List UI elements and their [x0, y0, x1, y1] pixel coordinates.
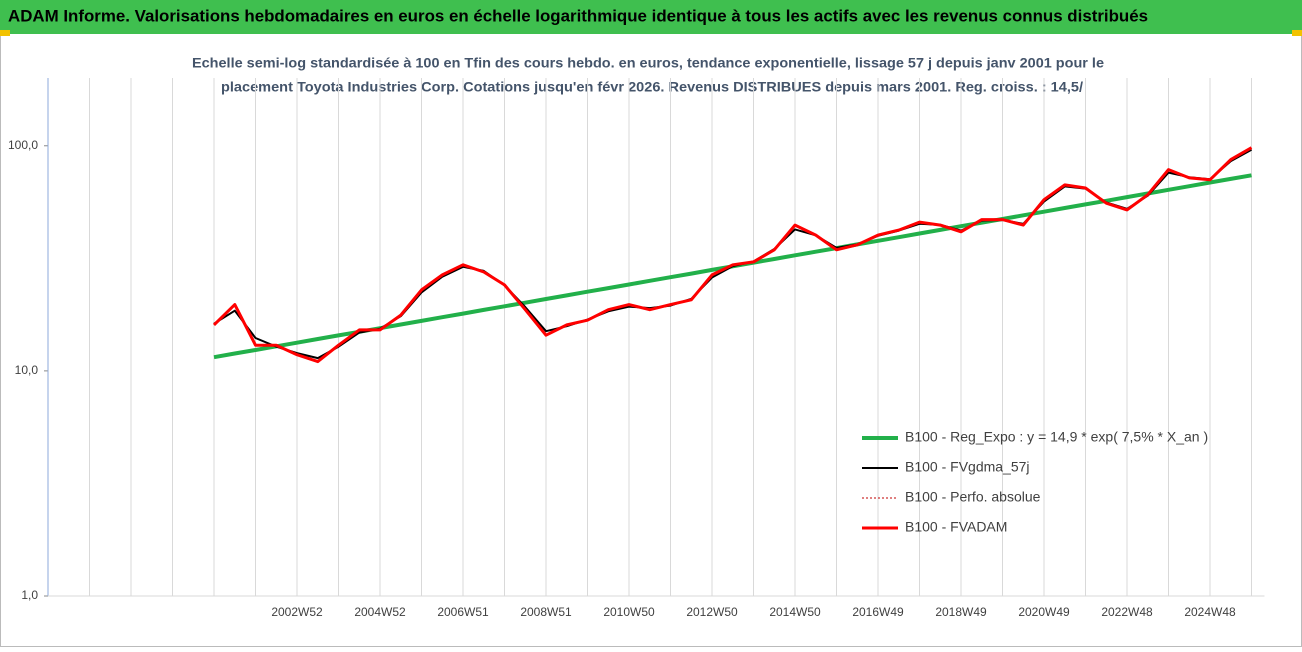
x-tick-label: 2012W50 — [686, 605, 738, 619]
legend-label: B100 - Perfo. absolue — [905, 489, 1041, 505]
chart-subtitle: Echelle semi-log standardisée à 100 en T… — [192, 55, 1104, 71]
x-tick-label: 2018W49 — [935, 605, 987, 619]
legend-label: B100 - Reg_Expo : y = 14,9 * exp( 7,5% *… — [905, 429, 1208, 445]
corner-mark — [1292, 30, 1302, 36]
corner-mark — [0, 30, 10, 36]
series-line — [212, 146, 1253, 364]
x-tick-label: 2006W51 — [437, 605, 489, 619]
y-tick-label: 10,0 — [15, 363, 39, 377]
y-tick-label: 100,0 — [8, 138, 38, 152]
title-bar — [0, 0, 1302, 34]
y-tick-label: 1,0 — [21, 588, 38, 602]
x-tick-label: 2020W49 — [1018, 605, 1070, 619]
legend-label: B100 - FVADAM — [905, 519, 1007, 535]
x-tick-label: 2002W52 — [271, 605, 323, 619]
x-tick-label: 2016W49 — [852, 605, 904, 619]
chart-title: ADAM Informe. Valorisations hebdomadaire… — [8, 6, 1148, 25]
x-tick-label: 2010W50 — [603, 605, 655, 619]
x-tick-label: 2008W51 — [520, 605, 572, 619]
x-tick-label: 2024W48 — [1184, 605, 1236, 619]
x-tick-label: 2004W52 — [354, 605, 406, 619]
chart-subtitle: placement Toyota Industries Corp. Cotati… — [221, 79, 1083, 95]
x-tick-label: 2022W48 — [1101, 605, 1153, 619]
x-tick-label: 2014W50 — [769, 605, 821, 619]
legend-label: B100 - FVgdma_57j — [905, 459, 1030, 475]
legend: B100 - Reg_Expo : y = 14,9 * exp( 7,5% *… — [862, 429, 1208, 535]
